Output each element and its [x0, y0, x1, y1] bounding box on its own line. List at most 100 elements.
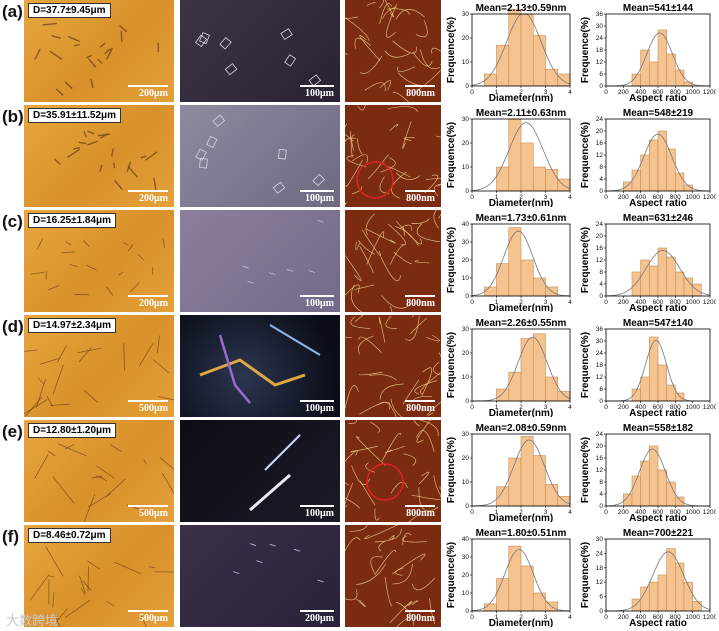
hist-bar: [649, 336, 659, 402]
crystal-mark: [148, 566, 156, 569]
fibril-mark: [356, 563, 386, 585]
histogram-svg: 0 1 2 3 4010203040Mean=1.80±0.51nmDiameter(n…: [446, 528, 572, 627]
fibril-mark: [380, 256, 401, 282]
fibril-mark: [378, 316, 386, 343]
fibril-mark: [345, 589, 358, 601]
fibril-mark: [354, 37, 372, 49]
fibril-mark: [384, 50, 410, 58]
y-tick-label: 24: [596, 221, 604, 228]
scale-bar-line: [128, 295, 168, 297]
fibril-mark: [374, 549, 397, 576]
x-tick-label: 800: [670, 509, 681, 516]
y-tick-label: 24: [596, 116, 604, 123]
crystal-mark: [98, 475, 107, 482]
crystal-mark: [83, 130, 88, 138]
hist-bar: [675, 496, 685, 507]
fibril-mark: [395, 220, 422, 245]
y-tick-label: 30: [462, 116, 470, 123]
fibril-mark: [359, 401, 391, 415]
hist-bar: [496, 388, 510, 402]
crystal-mark: [87, 58, 97, 69]
crystal-mark: [87, 560, 101, 570]
hist-bar: [657, 364, 667, 402]
hist-bar: [520, 565, 534, 612]
x-tick-label: 3: [544, 89, 548, 96]
y-tick-label: 10: [462, 479, 470, 486]
crystal-mark: [99, 164, 103, 172]
y-tick-label: 20: [462, 455, 470, 462]
polarized-micrograph: 100μm: [180, 0, 340, 102]
crystal-mark: [69, 263, 78, 268]
y-tick-label: 0: [465, 188, 469, 195]
y-tick-label: 6: [599, 386, 603, 393]
hist-bar: [649, 581, 659, 612]
crystal-mark: [195, 148, 207, 161]
panel-label: (f): [2, 527, 19, 546]
hist-bar: [649, 139, 659, 192]
x-tick-label: 800: [670, 614, 681, 621]
crystal-mark: [55, 88, 64, 96]
hist-bar: [640, 586, 650, 612]
hist-bar: [657, 574, 667, 612]
x-tick-label: 0: [470, 614, 474, 621]
hist-bar: [532, 166, 546, 192]
y-tick-label: 24: [596, 431, 604, 438]
fit-curve: [606, 133, 710, 192]
scale-bar-line: [128, 190, 168, 192]
y-tick-label: 0: [599, 188, 603, 195]
scale-bar: 500μm: [128, 400, 168, 414]
fibril-mark: [389, 306, 393, 312]
fibril-mark: [364, 525, 398, 540]
hist-bar: [532, 592, 546, 612]
fibril-mark: [345, 160, 363, 187]
crystal-mark: [199, 157, 208, 169]
y-tick-label: 12: [596, 374, 604, 381]
scale-bar: 100μm: [300, 85, 334, 99]
fit-curve: [472, 439, 571, 507]
hist-bar: [557, 391, 571, 402]
x-tick-label: 600: [653, 614, 664, 621]
x-axis-label: Diameter(nm): [489, 618, 553, 627]
fibril-mark: [402, 121, 412, 149]
crystal-mark: [52, 364, 64, 395]
crystal-mark: [123, 242, 129, 246]
crystal-mark: [162, 237, 166, 248]
crystal-mark: [65, 443, 75, 450]
scale-bar: 100μm: [300, 505, 334, 519]
x-tick-label: 1200: [703, 194, 716, 201]
y-axis-label: Frequence(%): [446, 437, 457, 503]
fibril-mark: [431, 47, 441, 54]
x-tick-label: 0: [470, 509, 474, 516]
scale-bar: 500μm: [128, 505, 168, 519]
x-tick-label: 600: [653, 194, 664, 201]
crystal-mark: [34, 48, 41, 60]
hist-bar: [623, 181, 633, 192]
fibril-mark: [345, 385, 359, 411]
fibril-mark: [402, 532, 412, 545]
micrograph-texture: [24, 335, 174, 417]
hist-bar: [631, 271, 641, 297]
fibril-mark: [387, 223, 407, 246]
scale-bar: 800nm: [405, 400, 435, 414]
histogram-mean-label: Mean=700±221: [623, 528, 694, 539]
x-tick-label: 1: [495, 614, 499, 621]
y-axis-label: Frequence(%): [446, 17, 457, 83]
x-tick-label: 3: [544, 509, 548, 516]
crystal-mark: [78, 347, 92, 363]
scale-bar-line: [128, 505, 168, 507]
scale-bar-label: 500μm: [139, 403, 168, 414]
x-tick-label: 0: [604, 404, 608, 411]
scale-bar-label: 100μm: [305, 508, 334, 519]
scale-bar: 200μm: [128, 190, 168, 204]
crystal-mark: [55, 608, 68, 622]
fibril-mark: [403, 453, 417, 466]
afm-image: 800nm: [345, 315, 441, 417]
crystal-mark: [152, 359, 170, 374]
x-tick-label: 600: [653, 299, 664, 306]
crystal-mark: [317, 219, 324, 223]
fibril-mark: [385, 315, 398, 329]
fibril-mark: [350, 316, 371, 329]
polarized-texture: [249, 434, 301, 512]
hist-bar: [666, 256, 676, 297]
y-tick-label: 36: [596, 11, 604, 18]
